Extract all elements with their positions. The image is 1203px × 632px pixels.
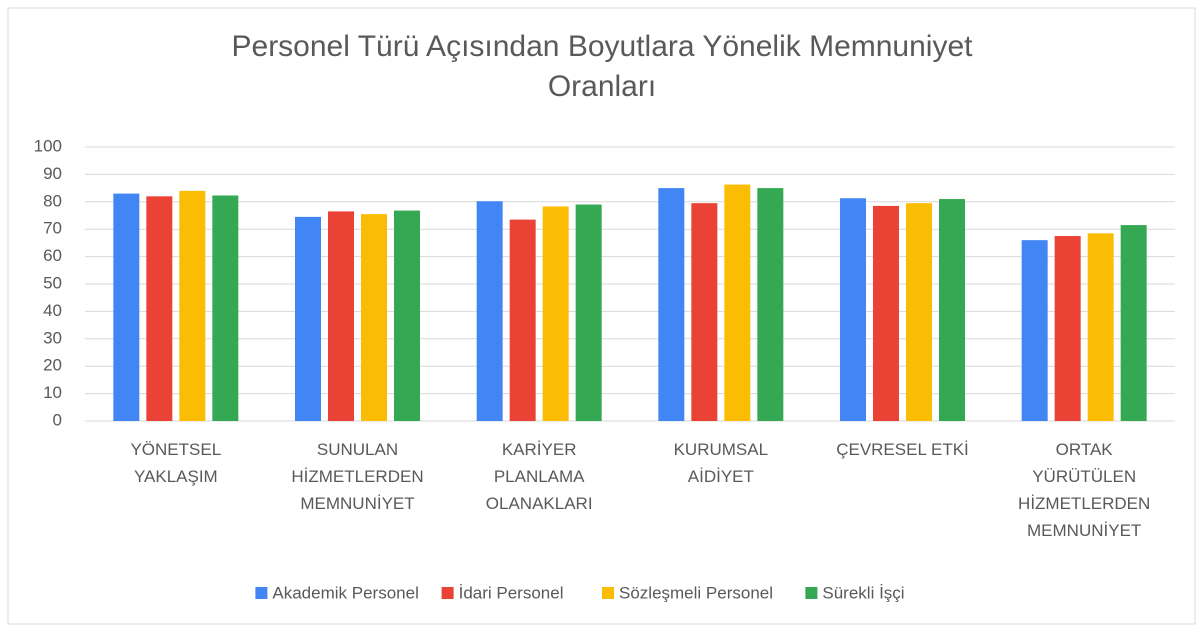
chart-title: Personel Türü Açısından Boyutlara Yöneli… — [232, 30, 974, 103]
bar — [212, 195, 239, 421]
legend-label: Sözleşmeli Personel — [619, 583, 773, 602]
bar — [394, 210, 420, 421]
y-tick-label: 90 — [43, 164, 62, 183]
legend-label: Akademik Personel — [272, 583, 418, 602]
y-tick-label: 30 — [43, 328, 62, 347]
y-tick-label: 10 — [43, 383, 62, 402]
y-tick-label: 20 — [43, 356, 62, 375]
legend-label: Sürekli İşçi — [822, 583, 904, 602]
y-tick-label: 0 — [53, 410, 62, 429]
bar — [873, 205, 899, 421]
y-tick-label: 80 — [43, 191, 62, 210]
bar — [542, 206, 569, 421]
x-tick-label: YÖNETSEL YAKLAŞIM — [130, 440, 221, 486]
bar — [113, 193, 140, 421]
bar — [179, 190, 206, 421]
x-tick-label: KURUMSAL AİDİYET — [674, 440, 768, 486]
legend-swatch — [805, 587, 818, 599]
bar — [1054, 236, 1081, 421]
bar — [840, 198, 866, 421]
x-tick-label: ORTAK YÜRÜTÜLEN HİZMETLERDEN MEMNUNİYET — [1018, 440, 1150, 540]
bar — [1087, 233, 1114, 421]
bar — [1021, 240, 1048, 421]
bar — [906, 203, 932, 421]
bar — [757, 188, 784, 421]
bar — [1120, 225, 1147, 421]
y-tick-label: 50 — [43, 273, 62, 292]
y-tick-label: 100 — [34, 136, 62, 155]
bar — [724, 184, 751, 421]
bar — [328, 211, 354, 421]
legend-swatch — [602, 587, 614, 599]
y-tick-label: 70 — [43, 219, 62, 238]
bar — [476, 201, 503, 421]
bar — [509, 219, 536, 421]
bar — [295, 216, 321, 421]
bar — [939, 199, 965, 421]
bar — [361, 214, 387, 421]
x-tick-label: SUNULAN HİZMETLERDEN MEMNUNİYET — [291, 440, 423, 513]
legend-swatch — [255, 587, 268, 599]
y-tick-label: 60 — [43, 246, 62, 265]
x-tick-label: ÇEVRESEL ETKİ — [836, 440, 969, 459]
x-tick-label: KARİYER PLANLAMA OLANAKLARI — [486, 440, 593, 513]
legend-swatch — [441, 587, 454, 599]
bar — [658, 188, 685, 421]
legend-label: İdari Personel — [459, 583, 564, 602]
y-tick-label: 40 — [43, 301, 62, 320]
bar — [691, 203, 718, 421]
bar — [146, 196, 173, 421]
bar — [575, 204, 602, 421]
